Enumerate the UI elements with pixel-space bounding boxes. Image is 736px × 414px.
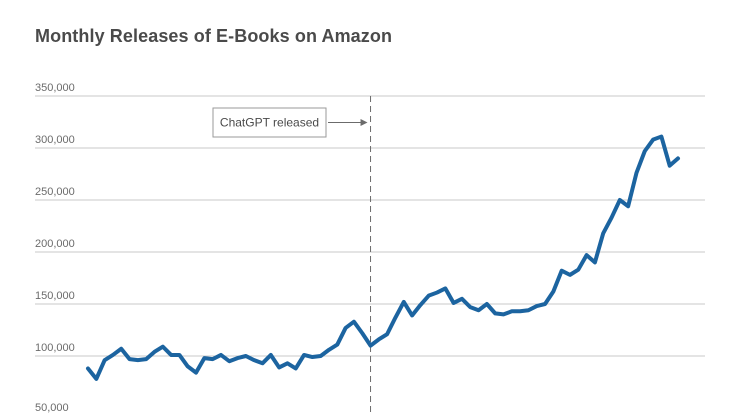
y-tick-label: 150,000 [35, 290, 75, 302]
y-tick-label: 200,000 [35, 238, 75, 250]
y-tick-label: 300,000 [35, 134, 75, 146]
y-axis-ticks: 350,000 300,000 250,000 200,000 150,000 100,0… [35, 82, 75, 414]
series-line-ebook-releases [86, 134, 680, 381]
annotation-box [212, 107, 327, 138]
annotation-label: ChatGPT released [220, 116, 319, 130]
annotation-group: ChatGPT released [212, 96, 372, 414]
gridlines [35, 95, 705, 357]
annotation-arrowhead [360, 119, 368, 126]
y-tick-label: 100,000 [35, 342, 75, 354]
y-tick-label: 350,000 [35, 82, 75, 94]
y-tick-label: 50,000 [35, 402, 69, 414]
chart-title: Monthly Releases of E-Books on Amazon [35, 26, 393, 46]
y-tick-label: 250,000 [35, 186, 75, 198]
